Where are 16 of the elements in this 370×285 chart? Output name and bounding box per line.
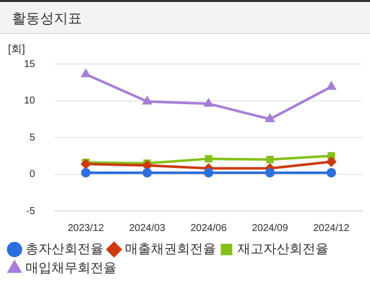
x-tick-label: 2023/12 (68, 222, 104, 234)
x-tick-label: 2024/03 (129, 222, 166, 234)
x-tick-label: 2024/12 (313, 222, 350, 234)
y-axis-title: [회] (8, 44, 26, 56)
legend-label: 재고자산회전율 (238, 241, 328, 256)
legend-label: 매입채무회전율 (26, 260, 116, 276)
y-tick-label: 5 (30, 132, 36, 144)
y-tick-label: 15 (24, 58, 36, 70)
legend-label: 총자산회전율 (26, 241, 104, 256)
legend-label: 매출채권회전율 (125, 241, 216, 256)
x-tick-label: 2024/06 (190, 222, 228, 234)
y-tick-label: 0 (30, 169, 36, 180)
chart-title: 활동성지표 (0, 0, 370, 34)
y-tick-label: 10 (24, 96, 36, 106)
y-tick-label: -5 (26, 206, 36, 217)
x-tick-label: 2024/09 (252, 222, 288, 234)
